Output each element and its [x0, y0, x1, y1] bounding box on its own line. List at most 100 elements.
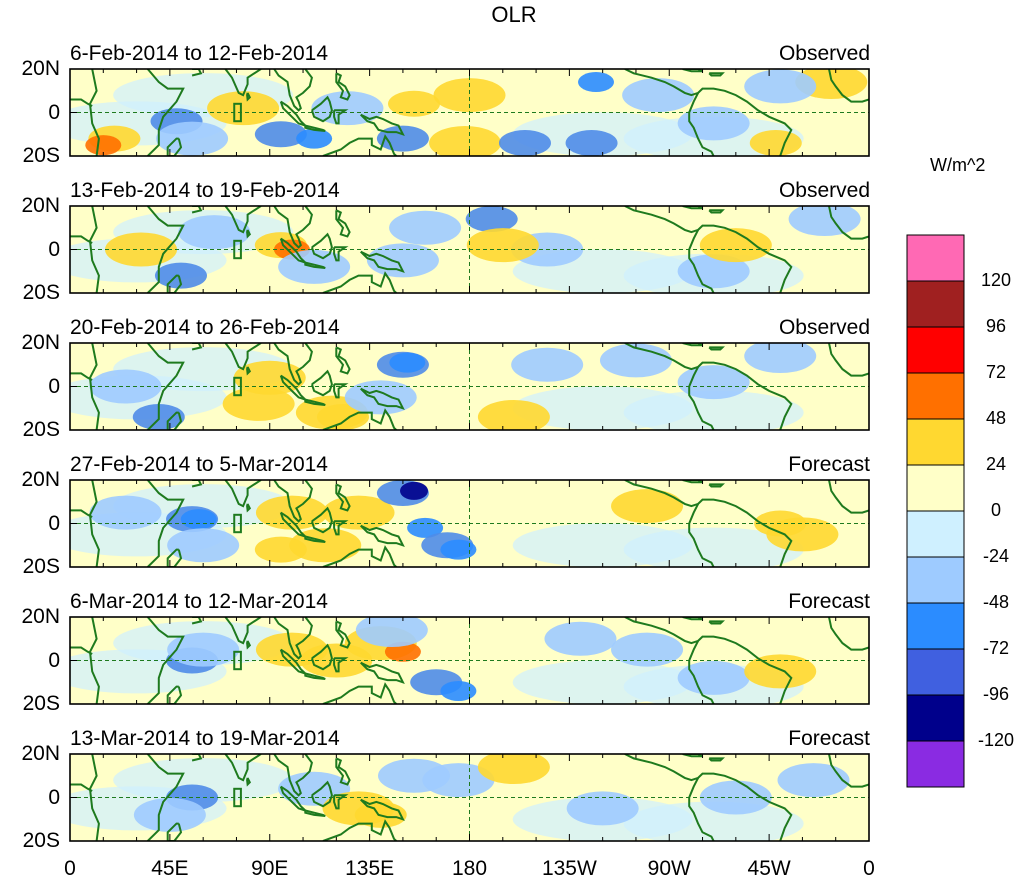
colorbar-level-label: -24: [982, 546, 1009, 566]
panel-period-label: 13-Feb-2014 to 19-Feb-2014: [70, 179, 340, 202]
colorbar-level-label: 0: [990, 500, 1001, 520]
anomaly-patch: [677, 106, 750, 141]
coastline: [166, 274, 183, 293]
coastline: [335, 72, 351, 101]
panel-3: [69, 342, 870, 431]
coastline: [146, 617, 185, 704]
latitude-label: 20N: [21, 331, 60, 354]
colorbar-level-label: -120: [977, 730, 1015, 750]
colorbar-level-label: 24: [985, 454, 1007, 474]
latitude-label: 20N: [21, 468, 60, 491]
anomaly-patch: [498, 129, 551, 156]
anomaly-patch: [623, 390, 804, 430]
colorbar-swatch: [906, 234, 965, 282]
anomaly-patch: [207, 91, 280, 126]
coastline: [146, 480, 185, 567]
anomaly-field: [70, 206, 869, 293]
anomaly-patch: [389, 352, 426, 373]
anomaly-patch: [407, 517, 444, 538]
coastline: [70, 372, 93, 381]
coastline: [335, 209, 351, 238]
colorbar-swatch: [906, 602, 965, 650]
anomaly-patch: [388, 90, 441, 117]
coastline: [322, 682, 397, 704]
coastline: [310, 232, 333, 260]
longitude-label: 45W: [747, 857, 791, 880]
colorbar-swatch: [906, 510, 965, 558]
anomaly-patch: [85, 135, 122, 156]
coastline: [322, 271, 397, 293]
coastline: [360, 387, 405, 411]
panel-period-label: 13-Mar-2014 to 19-Mar-2014: [70, 727, 340, 750]
coastline: [88, 480, 100, 567]
anomaly-patch: [699, 228, 772, 263]
coastline: [246, 366, 252, 376]
anomaly-patch: [180, 509, 217, 530]
coastline: [333, 794, 349, 810]
coastline: [246, 92, 252, 102]
latitude-label: 20N: [21, 57, 60, 80]
anomaly-patch: [429, 125, 502, 156]
coastline: [273, 343, 313, 386]
coastline: [322, 134, 397, 156]
coastline: [828, 343, 869, 377]
longitude-label: 135W: [541, 857, 597, 880]
coastline: [333, 383, 349, 399]
anomaly-field: [70, 617, 869, 704]
colorbar-swatch: [906, 326, 965, 374]
coastline: [688, 640, 715, 704]
latitude-label: 0: [48, 648, 60, 672]
panel-type-label: Forecast: [788, 590, 870, 613]
anomaly-patch: [611, 489, 684, 524]
coastline: [146, 69, 185, 156]
anomaly-patch: [178, 215, 251, 250]
coastline: [304, 398, 326, 406]
coastline: [70, 783, 93, 792]
colorbar-swatch: [906, 556, 965, 604]
coastline: [273, 69, 313, 112]
coastline: [828, 480, 869, 514]
anomaly-patch: [89, 369, 162, 404]
coastline: [624, 69, 793, 156]
coastline: [224, 617, 262, 645]
coastline: [688, 777, 715, 841]
panel-type-label: Observed: [778, 316, 870, 339]
anomaly-patch: [477, 399, 550, 430]
anomaly-patch: [167, 632, 240, 667]
anomaly-patch: [355, 617, 428, 648]
coastline: [191, 206, 203, 214]
coastline: [333, 246, 349, 262]
coastline: [624, 343, 793, 430]
anomaly-patch: [400, 481, 429, 500]
colorbar-swatch: [906, 372, 965, 420]
coastline: [335, 620, 351, 649]
coastline: [70, 235, 93, 244]
latitude-label: 20N: [21, 605, 60, 628]
panel-period-label: 6-Feb-2014 to 12-Feb-2014: [70, 42, 328, 65]
colorbar-swatch: [906, 694, 965, 742]
anomaly-patch: [296, 128, 333, 149]
coastline: [88, 69, 100, 156]
coastline: [708, 72, 725, 77]
coastline: [335, 483, 351, 512]
anomaly-patch: [440, 539, 477, 560]
colorbar-level-label: -96: [982, 684, 1009, 704]
latitude-label: 20S: [22, 144, 60, 167]
anomaly-patch: [578, 72, 615, 93]
latitude-label: 0: [48, 237, 60, 261]
coastline: [688, 366, 715, 430]
coastline: [88, 343, 100, 430]
coastline: [166, 411, 183, 430]
coastline: [88, 754, 100, 841]
colorbar-level-label: -72: [982, 638, 1009, 658]
anomaly-patch: [622, 78, 695, 113]
coastline: [88, 617, 100, 704]
coastline: [224, 343, 262, 371]
panel-period-label: 20-Feb-2014 to 26-Feb-2014: [70, 316, 340, 339]
panel-type-label: Forecast: [788, 727, 870, 750]
coastline: [70, 646, 93, 655]
anomaly-patch: [677, 254, 750, 289]
panel-type-label: Observed: [778, 179, 870, 202]
coastline: [88, 206, 100, 293]
